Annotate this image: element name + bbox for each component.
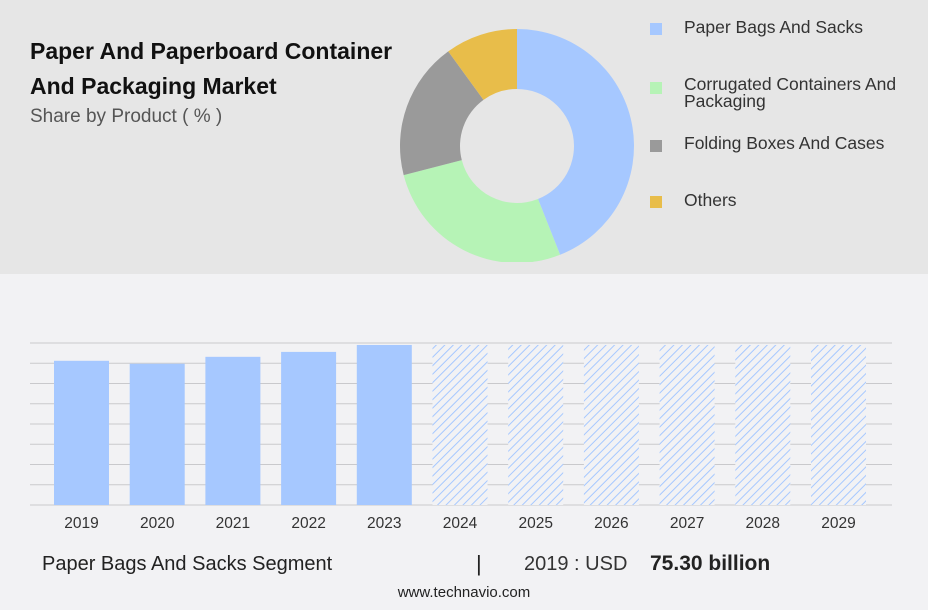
- donut-chart: [400, 29, 635, 262]
- chart-title: Paper And Paperboard Container And Packa…: [30, 38, 393, 99]
- x-tick-label: 2019: [64, 515, 98, 532]
- donut-slice: [400, 51, 484, 176]
- donut-slice: [517, 29, 635, 255]
- footer-value: 75.30 billion: [650, 552, 771, 575]
- x-tick-label: 2024: [443, 515, 478, 532]
- bar: [205, 356, 261, 505]
- x-tick-label: 2020: [140, 515, 175, 532]
- bar-chart: 2019 2020 2021 2022 2023 2024 2025 2026 2027 2028…: [30, 342, 892, 532]
- x-tick-label: 2029: [821, 515, 855, 532]
- chart-subtitle: Share by Product ( % ): [30, 106, 223, 127]
- x-tick-label: 2021: [216, 515, 250, 532]
- legend-swatch: [650, 82, 662, 94]
- bar: [129, 363, 185, 505]
- legend-label: Folding Boxes And Cases: [684, 133, 885, 153]
- legend-label: Paper Bags And Sacks: [684, 17, 863, 37]
- forecast-bar: [659, 344, 715, 505]
- footer-separator: |: [476, 551, 482, 576]
- forecast-bar: [583, 344, 639, 505]
- donut-slice: [448, 29, 517, 100]
- footer-year-label: 2019 : USD: [524, 553, 628, 575]
- footer-segment-label: Paper Bags And Sacks Segment: [42, 553, 333, 575]
- forecast-bar: [508, 344, 564, 505]
- x-tick-label: 2022: [291, 515, 325, 532]
- forecast-bar: [811, 344, 866, 505]
- legend-label: Corrugated Containers And Packaging: [684, 74, 897, 111]
- x-tick-label: 2025: [518, 515, 552, 532]
- forecast-bar: [432, 344, 488, 505]
- source-url: www.technavio.com: [397, 584, 531, 601]
- legend-swatch: [650, 140, 662, 152]
- legend-swatch: [650, 196, 662, 208]
- legend-swatch: [650, 23, 662, 35]
- bar: [281, 351, 337, 505]
- x-tick-label: 2023: [367, 515, 401, 532]
- x-tick-label: 2028: [746, 515, 780, 532]
- legend-label: Others: [684, 190, 737, 210]
- forecast-bar: [735, 344, 791, 505]
- bar: [54, 360, 109, 505]
- donut-slice: [403, 160, 561, 262]
- x-tick-label: 2026: [594, 515, 628, 532]
- bar: [356, 344, 412, 505]
- x-tick-label: 2027: [670, 515, 704, 532]
